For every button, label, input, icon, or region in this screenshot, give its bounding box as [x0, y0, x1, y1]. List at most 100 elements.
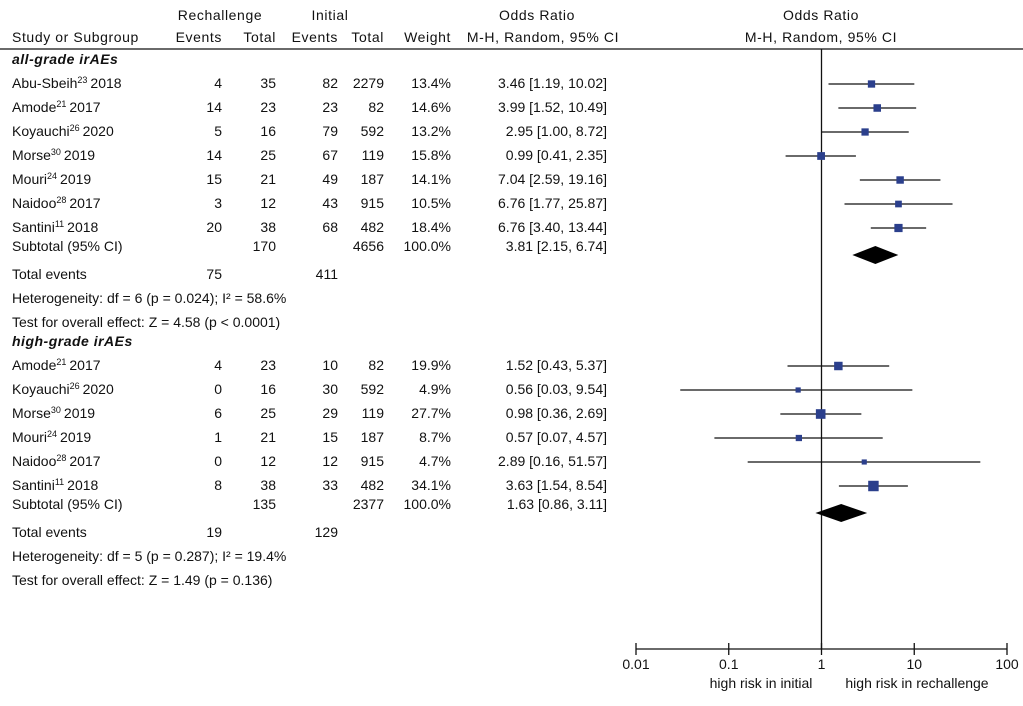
study-ref: 30 [51, 147, 61, 157]
total-initial: 592 [361, 381, 385, 397]
weight: 10.5% [411, 195, 451, 211]
weight: 27.7% [411, 405, 451, 421]
subtotal-total-initial: 2377 [353, 496, 384, 512]
study-year: 2020 [83, 381, 114, 397]
total-rechallenge: 25 [260, 147, 276, 163]
study-year: 2019 [64, 147, 95, 163]
events-initial: 67 [322, 147, 338, 163]
header-method-plot: M-H, Random, 95% CI [745, 29, 897, 45]
plot-area: 0.01 0.1 1 10 100 high risk in initial high ri… [622, 49, 1019, 691]
total-rechallenge: 35 [260, 75, 276, 91]
weight: 34.1% [411, 477, 451, 493]
events-initial: 33 [322, 477, 338, 493]
header-odds-ratio-table: Odds Ratio [499, 7, 575, 23]
total-initial: 482 [361, 477, 385, 493]
study-year: 2018 [90, 75, 121, 91]
study-name: Santini11 2018 [12, 219, 99, 235]
header-odds-ratio-plot: Odds Ratio [783, 7, 859, 23]
study-author: Abu-Sbeih [12, 75, 77, 91]
study-author: Morse [12, 147, 51, 163]
heterogeneity-text: Heterogeneity: df = 5 (p = 0.287); I² = … [12, 548, 286, 564]
total-events-rechallenge: 19 [206, 524, 222, 540]
study-name: Koyauchi26 2020 [12, 123, 114, 139]
study-ref: 24 [47, 429, 57, 439]
subgroup-title: high-grade irAEs [12, 333, 133, 349]
odds-ratio-ci: 3.46 [1.19, 10.02] [498, 75, 607, 91]
study-marker [861, 459, 867, 465]
study-marker [795, 387, 801, 393]
study-ref: 11 [55, 477, 64, 487]
subtotal-diamond [852, 246, 899, 264]
study-marker [894, 223, 903, 233]
total-initial: 592 [361, 123, 385, 139]
header-initial: Initial [312, 7, 349, 23]
study-name: Amode21 2017 [12, 357, 101, 373]
odds-ratio-ci: 3.99 [1.52, 10.49] [498, 99, 607, 115]
header-weight: Weight [404, 29, 451, 45]
events-rechallenge: 5 [214, 123, 222, 139]
study-name: Naidoo28 2017 [12, 453, 101, 469]
header-rechallenge: Rechallenge [178, 7, 262, 23]
odds-ratio-ci: 0.56 [0.03, 9.54] [506, 381, 607, 397]
study-name: Naidoo28 2017 [12, 195, 101, 211]
study-marker [795, 434, 802, 442]
subtotal-label: Subtotal (95% CI) [12, 496, 123, 512]
events-rechallenge: 14 [206, 147, 222, 163]
x-tick-label: 1 [818, 656, 826, 672]
total-events-label: Total events [12, 266, 87, 282]
header-total-initial: Total [351, 29, 384, 45]
total-initial: 187 [361, 171, 385, 187]
events-initial: 49 [322, 171, 338, 187]
study-name: Morse30 2019 [12, 405, 95, 421]
study-author: Santini [12, 477, 55, 493]
study-name: Koyauchi26 2020 [12, 381, 114, 397]
total-rechallenge: 23 [260, 357, 276, 373]
weight: 13.2% [411, 123, 451, 139]
odds-ratio-ci: 7.04 [2.59, 19.16] [498, 171, 607, 187]
subtotal-weight: 100.0% [404, 496, 451, 512]
total-initial: 2279 [353, 75, 384, 91]
total-rechallenge: 38 [260, 477, 276, 493]
odds-ratio-ci: 1.52 [0.43, 5.37] [506, 357, 607, 373]
study-year: 2019 [64, 405, 95, 421]
odds-ratio-ci: 0.99 [0.41, 2.35] [506, 147, 607, 163]
total-events-initial: 411 [316, 266, 339, 282]
weight: 13.4% [411, 75, 451, 91]
study-marker [867, 80, 876, 88]
study-marker [868, 480, 879, 492]
study-name: Mouri24 2019 [12, 429, 91, 445]
total-rechallenge: 16 [260, 381, 276, 397]
subtotal-weight: 100.0% [404, 238, 451, 254]
events-rechallenge: 1 [214, 429, 222, 445]
study-author: Naidoo [12, 195, 57, 211]
study-ref: 30 [51, 405, 61, 415]
odds-ratio-ci: 0.98 [0.36, 2.69] [506, 405, 607, 421]
events-initial: 79 [322, 123, 338, 139]
header-method-table: M-H, Random, 95% CI [467, 29, 619, 45]
odds-ratio-ci: 0.57 [0.07, 4.57] [506, 429, 607, 445]
study-marker [815, 409, 826, 419]
study-year: 2017 [69, 357, 100, 373]
study-author: Santini [12, 219, 55, 235]
study-year: 2020 [83, 123, 114, 139]
total-initial: 119 [362, 405, 385, 421]
study-year: 2019 [60, 171, 91, 187]
total-initial: 82 [368, 357, 384, 373]
odds-ratio-ci: 6.76 [3.40, 13.44] [498, 219, 607, 235]
header-total-rechallenge: Total [243, 29, 276, 45]
events-initial: 82 [322, 75, 338, 91]
subtotal-total-initial: 4656 [353, 238, 384, 254]
study-year: 2017 [69, 453, 100, 469]
study-name: Amode21 2017 [12, 99, 101, 115]
odds-ratio-ci: 6.76 [1.77, 25.87] [498, 195, 607, 211]
study-author: Morse [12, 405, 51, 421]
subtotal-odds-ratio-ci: 1.63 [0.86, 3.11] [507, 496, 607, 512]
header-study: Study or Subgroup [12, 29, 139, 45]
study-year: 2018 [67, 477, 98, 493]
axis-label-right: high risk in rechallenge [845, 675, 988, 691]
events-initial: 15 [322, 429, 338, 445]
subtotal-label: Subtotal (95% CI) [12, 238, 123, 254]
x-tick-label: 100 [995, 656, 1019, 672]
total-rechallenge: 38 [260, 219, 276, 235]
